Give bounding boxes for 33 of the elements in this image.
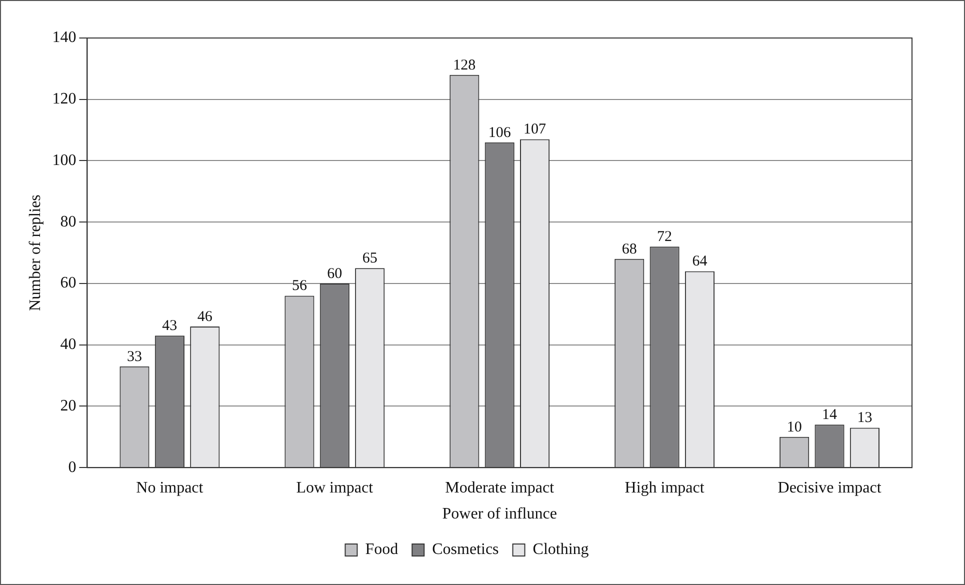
y-tick-label: 40 [60,336,76,354]
data-label: 68 [622,241,637,258]
data-label: 56 [292,278,308,294]
data-label: 65 [362,250,378,267]
data-label: 60 [327,266,342,282]
data-label: 10 [786,419,802,436]
data-label: 46 [197,308,213,325]
legend-label: Food [365,541,398,558]
y-tick-label: 100 [52,152,76,169]
legend-label: Clothing [532,541,589,558]
x-tick-label: Decisive impact [778,479,882,496]
x-tick-label: High impact [624,479,705,496]
x-tick-label: No impact [136,479,204,496]
data-label: 64 [692,254,708,270]
x-tick-label: Moderate impact [445,479,555,496]
y-axis-title: Number of replies [26,194,44,312]
data-label: 107 [524,122,547,138]
y-tick-label: 60 [60,274,76,292]
data-label: 128 [453,57,476,74]
data-label: 13 [857,410,872,426]
legend-label: Cosmetics [432,541,499,558]
x-axis-title: Power of influnce [442,506,557,523]
data-label: 106 [488,124,512,141]
data-label: 43 [162,318,178,334]
y-tick-label: 0 [68,458,76,476]
y-tick-label: 120 [52,90,76,108]
y-tick-label: 80 [60,213,76,230]
data-label: 14 [822,407,838,424]
x-tick-label: Low impact [296,479,374,496]
data-label: 33 [126,348,142,365]
data-label: 72 [657,229,672,246]
y-tick-label: 20 [60,397,76,414]
y-tick-label: 140 [52,29,76,46]
